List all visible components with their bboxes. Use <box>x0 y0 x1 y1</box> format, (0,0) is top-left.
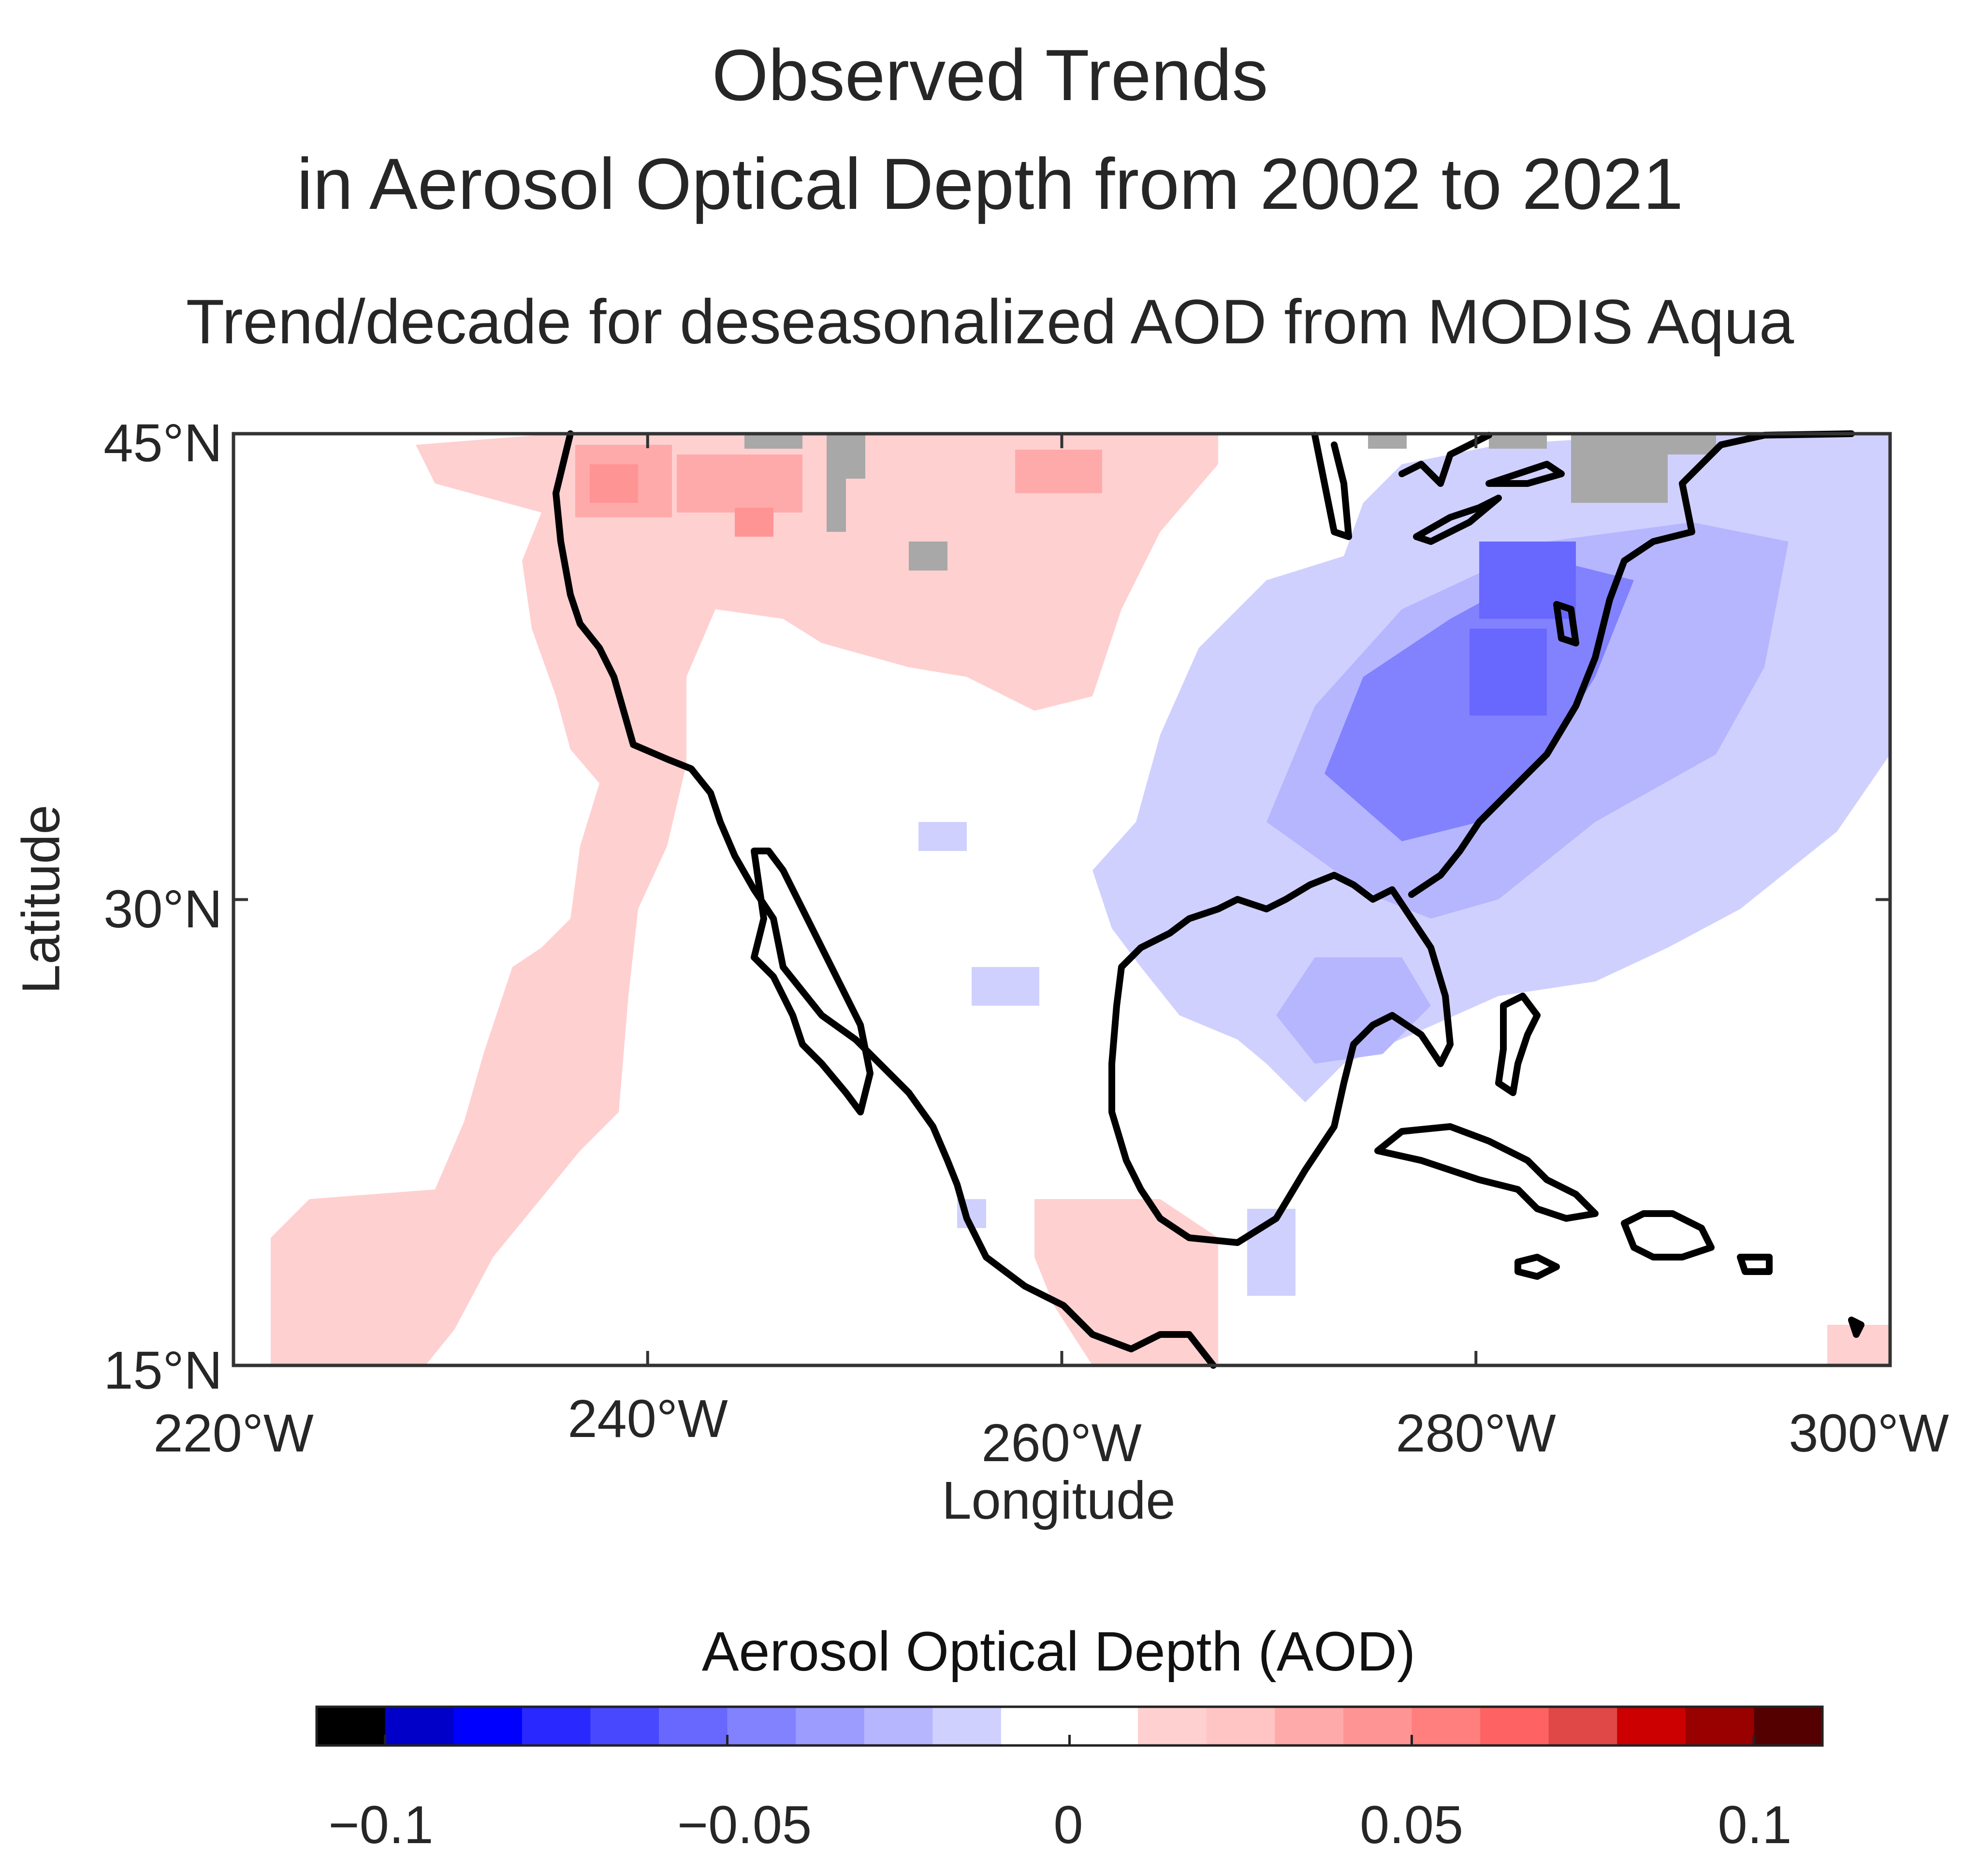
missing-cell <box>1668 435 1716 454</box>
puerto-rico-coastline <box>1737 1254 1773 1275</box>
xtick-label: 280°W <box>1396 1404 1556 1463</box>
colorbar-segment <box>1548 1707 1617 1745</box>
colorbar-segment <box>1685 1707 1754 1745</box>
missing-cell <box>1368 435 1407 449</box>
plains-decrease-cell <box>918 822 967 851</box>
colorbar-title: Aerosol Optical Depth (AOD) <box>701 1621 1416 1683</box>
colorbar-segment <box>864 1707 933 1745</box>
cuba-coastline <box>1374 1123 1599 1222</box>
chesapeake-coastline <box>1553 601 1579 646</box>
colorbar-tick-label: 0.1 <box>1718 1795 1792 1855</box>
colorbar-tick-label: 0 <box>1053 1795 1083 1855</box>
colorbar-segment <box>1480 1707 1549 1745</box>
colorbar-segment <box>590 1707 659 1745</box>
aod-strong-increase-cells <box>575 445 1102 517</box>
colorbar-segment <box>1412 1707 1481 1745</box>
ytick-label: 45°N <box>103 413 222 473</box>
x-axis-title: Longitude <box>942 1471 1176 1530</box>
gulf-decrease-region <box>1276 957 1431 1064</box>
colorbar-segment <box>1001 1707 1070 1745</box>
y-axis-title: Latitude <box>11 805 71 994</box>
west-coastline <box>553 430 1217 1369</box>
colorbar-tick-label: −0.05 <box>677 1795 812 1855</box>
xtick-label: 300°W <box>1789 1404 1949 1463</box>
colorbar-segment <box>1343 1707 1412 1745</box>
aod-strongest-increase-cells <box>590 464 773 537</box>
colorbar-tick-label: 0.05 <box>1359 1795 1464 1855</box>
colorbar-segment <box>522 1707 591 1745</box>
ytick-label: 15°N <box>103 1341 222 1400</box>
montana-increase-cell <box>1015 450 1102 493</box>
colorbar-segment <box>317 1707 386 1745</box>
xtick-label: 220°W <box>153 1404 314 1463</box>
chart-subtitle: Trend/decade for deseasonalized AOD from… <box>186 286 1794 357</box>
missing-cell <box>827 435 865 479</box>
colorbar <box>315 1705 1824 1747</box>
colorbar-segment <box>1138 1707 1207 1745</box>
colorbar-segment <box>385 1707 454 1745</box>
chart-title-line1: Observed Trends <box>712 34 1268 116</box>
colorbar-segment <box>1275 1707 1344 1745</box>
ytick-label: 30°N <box>103 879 222 939</box>
pacific-increase-region <box>271 434 1218 1365</box>
coastlines <box>553 430 1864 1369</box>
colorbar-segment <box>1069 1707 1138 1745</box>
xtick-label: 240°W <box>568 1389 728 1449</box>
colorbar-segment <box>1617 1707 1686 1745</box>
axis-ticks <box>232 432 1892 1367</box>
idaho-peak-cell <box>735 508 773 537</box>
colorbar-segment <box>796 1707 865 1745</box>
colorbar-tick-label: −0.1 <box>328 1795 434 1855</box>
east-coastline <box>1408 430 1855 898</box>
jamaica-coastline <box>1514 1254 1560 1280</box>
colorbar-segment <box>727 1707 796 1745</box>
great-lake-erie <box>1413 495 1502 545</box>
hispaniola-coastline <box>1621 1210 1715 1260</box>
lesser-antilles-coastline <box>1848 1317 1864 1338</box>
gulf-of-mexico-coastline <box>1108 872 1454 1246</box>
xtick-label: 260°W <box>981 1413 1142 1473</box>
oregon-peak-cell <box>590 464 638 503</box>
great-lake-ontario <box>1485 461 1565 487</box>
map-panel <box>232 430 1892 1369</box>
missing-cell <box>1489 435 1547 449</box>
texas-decrease-cell <box>972 967 1039 1006</box>
colorbar-segment <box>1206 1707 1275 1745</box>
missing-data-cells <box>744 435 1716 571</box>
great-lake-huron <box>1398 432 1492 487</box>
colorbar-segment <box>1754 1707 1823 1745</box>
aod-strongest-decrease-cells <box>1470 542 1576 716</box>
idaho-increase-cell <box>677 454 802 513</box>
chart-title-line2: in Aerosol Optical Depth from 2002 to 20… <box>296 143 1684 224</box>
baja-california-coastline <box>751 848 874 1115</box>
missing-cell <box>744 435 802 449</box>
missing-cell <box>1571 435 1668 503</box>
missing-cell <box>827 479 846 532</box>
missing-cell <box>909 542 947 571</box>
mid-atlantic-peak-cell <box>1470 629 1547 716</box>
bahamas-coastline <box>1495 993 1541 1096</box>
great-lake-michigan <box>1311 432 1352 540</box>
colorbar-segment <box>658 1707 728 1745</box>
colorbar-segment <box>453 1707 523 1745</box>
colorbar-segment <box>932 1707 1002 1745</box>
